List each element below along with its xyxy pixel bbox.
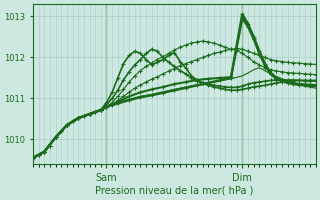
X-axis label: Pression niveau de la mer( hPa ): Pression niveau de la mer( hPa ) (95, 186, 253, 196)
